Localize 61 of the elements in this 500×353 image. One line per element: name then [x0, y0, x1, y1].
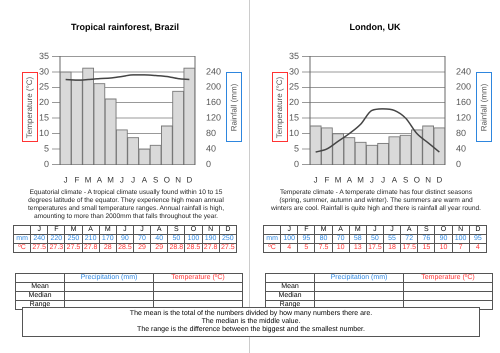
y2-tick-label: 160: [206, 97, 222, 108]
y-tick-label: 0: [294, 158, 300, 169]
y2-axis-title: Rainfall (mm): [230, 83, 238, 131]
x-tick-label: A: [346, 175, 353, 184]
y-axis-title: Temperature (°C): [276, 76, 284, 138]
x-tick-label: N: [175, 175, 182, 184]
x-tick-label: J: [120, 175, 124, 184]
x-tick-label: F: [324, 175, 330, 184]
y2-tick-label: 200: [456, 82, 472, 92]
y-axis-title: Temperature (°C): [26, 76, 34, 138]
y2-tick-label: 0: [456, 158, 461, 169]
y2-tick-label: 240: [206, 66, 222, 76]
y2-axis-title: Rainfall (mm): [480, 83, 488, 131]
y-tick-label: 20: [288, 97, 300, 108]
x-tick-label: J: [131, 175, 136, 184]
x-tick-label: J: [381, 175, 386, 184]
x-tick-label: N: [425, 175, 432, 184]
x-tick-label: J: [64, 175, 68, 184]
y2-tick-label: 40: [206, 143, 216, 154]
y-tick-label: 30: [288, 66, 300, 76]
x-tick-label: A: [96, 175, 103, 184]
y2-tick-label: 120: [456, 112, 472, 123]
x-tick-label: M: [84, 175, 92, 184]
x-tick-label: D: [436, 175, 442, 184]
y-tick-label: 25: [38, 82, 50, 92]
x-tick-label: M: [334, 175, 342, 184]
y2-tick-label: 160: [456, 97, 472, 108]
y-tick-label: 35: [38, 50, 50, 61]
y-tick-label: 5: [294, 143, 300, 154]
chart-title: Tropical rainforest, Brazil: [70, 22, 180, 32]
y2-tick-label: 40: [456, 143, 466, 154]
x-tick-label: M: [107, 175, 114, 184]
y2-tick-label: 0: [206, 158, 211, 169]
x-tick-label: J: [370, 175, 374, 184]
x-tick-label: A: [142, 175, 148, 184]
y2-tick-label: 80: [456, 128, 466, 138]
x-tick-label: M: [357, 175, 364, 184]
y-tick-label: 25: [288, 82, 300, 92]
x-tick-label: S: [402, 175, 408, 184]
line-series: [314, 108, 440, 153]
y-tick-label: 10: [288, 128, 300, 138]
y-tick-label: 0: [44, 158, 50, 169]
x-tick-label: D: [186, 175, 192, 184]
x-tick-label: J: [314, 175, 318, 184]
y-tick-label: 30: [38, 66, 50, 76]
y-tick-label: 20: [38, 97, 50, 108]
x-tick-label: S: [152, 175, 158, 184]
chart-title: London, UK: [348, 22, 402, 32]
y-tick-label: 35: [288, 50, 300, 61]
x-tick-label: A: [392, 175, 398, 184]
y2-tick-label: 200: [206, 82, 222, 92]
y2-tick-label: 80: [206, 128, 216, 138]
y-tick-label: 15: [288, 112, 300, 123]
y-tick-label: 10: [38, 128, 50, 138]
x-tick-label: O: [414, 175, 420, 184]
y-tick-label: 15: [38, 112, 50, 123]
x-tick-label: F: [74, 175, 80, 184]
y2-tick-label: 120: [206, 112, 222, 123]
y-tick-label: 5: [44, 143, 50, 154]
x-tick-label: O: [164, 175, 170, 184]
y2-tick-label: 240: [456, 66, 472, 76]
